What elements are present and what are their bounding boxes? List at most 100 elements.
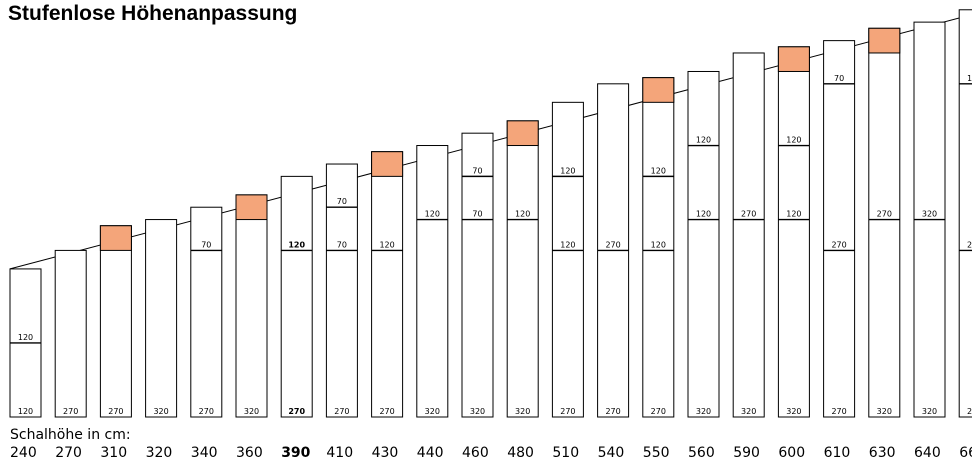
formwork-column: 270 310 <box>99 225 132 461</box>
formwork-height-label: 660 <box>959 445 972 461</box>
formwork-height-label: 540 <box>598 445 625 461</box>
panel-height-label: 270 <box>199 407 214 416</box>
column-outline <box>777 46 810 418</box>
panel-height-label: 270 <box>651 407 666 416</box>
panel-height-label: 270 <box>605 407 620 416</box>
column-outline <box>145 219 178 418</box>
panel-height-label: 120 <box>515 210 530 219</box>
formwork-column: 320 320 <box>145 219 178 461</box>
panel-height-label: 120 <box>18 407 33 416</box>
formwork-column: 320 120 440 <box>416 145 449 461</box>
panel-height-label: 120 <box>288 240 305 249</box>
column-outline <box>190 206 223 418</box>
column-outline <box>99 225 132 418</box>
panel-height-label: 120 <box>651 240 666 249</box>
formwork-column: 320 70 70 460 <box>461 132 494 461</box>
formwork-column: 270 270 <box>54 249 87 461</box>
column-outline <box>732 52 765 418</box>
formwork-height-label: 340 <box>191 445 218 461</box>
height-adjust-zone <box>868 27 901 54</box>
panel-height-label: 70 <box>201 240 211 249</box>
panel-height-label: 270 <box>334 407 349 416</box>
formwork-height-label: 590 <box>733 445 760 461</box>
panel-height-label: 320 <box>470 407 485 416</box>
panel-height-label: 70 <box>472 210 482 219</box>
formwork-column: 270 270 120 660 <box>958 9 972 461</box>
column-outline <box>371 151 404 418</box>
panel-height-label: 120 <box>696 136 711 145</box>
panel-height-label: 320 <box>515 407 530 416</box>
panel-height-label: 270 <box>831 407 846 416</box>
column-outline <box>958 9 972 418</box>
height-adjust-zone <box>506 120 539 147</box>
formwork-column: 270 120 390 <box>280 175 313 461</box>
panel-height-label: 270 <box>379 407 394 416</box>
formwork-height-label: 550 <box>643 445 670 461</box>
formwork-column: 320 270 630 <box>868 27 901 461</box>
formwork-height-label: 270 <box>55 445 82 461</box>
panel-height-label: 270 <box>741 210 756 219</box>
formwork-column: 270 270 540 <box>597 83 630 461</box>
column-outline <box>235 194 268 418</box>
formwork-height-label: 630 <box>869 445 896 461</box>
formwork-column: 320 120 480 <box>506 120 539 461</box>
panel-height-label: 270 <box>63 407 78 416</box>
column-outline <box>868 27 901 418</box>
panel-height-label: 120 <box>786 210 801 219</box>
panel-height-label: 320 <box>244 407 259 416</box>
panel-height-label: 320 <box>696 407 711 416</box>
panel-height-label: 270 <box>560 407 575 416</box>
formwork-column: 270 70 340 <box>190 206 223 461</box>
formwork-column: 320 120 120 560 <box>687 70 720 461</box>
formwork-height-label: 510 <box>552 445 579 461</box>
formwork-column: 120 120 240 <box>9 268 42 461</box>
formwork-column: 270 270 70 610 <box>823 40 856 461</box>
formwork-column: 320 270 590 <box>732 52 765 461</box>
height-adjust-zone <box>235 194 268 221</box>
panel-height-label: 320 <box>922 407 937 416</box>
formwork-column: 320 360 <box>235 194 268 461</box>
panel-height-label: 120 <box>18 333 33 342</box>
formwork-height-label: 430 <box>372 445 399 461</box>
formwork-height-label: 640 <box>914 445 941 461</box>
formwork-height-label: 480 <box>507 445 534 461</box>
panel-height-label: 120 <box>425 210 440 219</box>
panel-height-label: 70 <box>337 240 347 249</box>
panel-height-label: 120 <box>786 136 801 145</box>
column-outline <box>642 77 675 418</box>
panel-height-label: 270 <box>108 407 123 416</box>
formwork-column: 320 120 120 600 <box>777 46 810 461</box>
height-adjust-zone <box>642 77 675 103</box>
panel-height-label: 70 <box>337 197 347 206</box>
column-outline <box>506 120 539 418</box>
panel-height-label: 320 <box>153 407 168 416</box>
height-adjust-zone <box>777 46 810 72</box>
column-outline <box>416 145 449 418</box>
column-outline <box>325 163 358 418</box>
panel-height-label: 120 <box>967 74 972 83</box>
formwork-height-label: 610 <box>824 445 851 461</box>
panel-height-label: 270 <box>831 240 846 249</box>
panel-height-label: 320 <box>786 407 801 416</box>
formwork-column: 270 120 120 550 <box>642 77 675 461</box>
formwork-height-label: 390 <box>281 445 310 461</box>
panel-height-label: 120 <box>379 240 394 249</box>
height-adjust-zone <box>99 225 132 251</box>
panel-height-label: 120 <box>560 240 575 249</box>
panel-height-label: 120 <box>651 166 666 175</box>
panel-height-label: 320 <box>741 407 756 416</box>
panel-height-label: 270 <box>605 240 620 249</box>
formwork-height-label: 410 <box>326 445 353 461</box>
panel-height-label: 320 <box>425 407 440 416</box>
formwork-height-label: 320 <box>146 445 173 461</box>
panel-height-label: 320 <box>922 210 937 219</box>
formwork-height-label: 240 <box>10 445 37 461</box>
formwork-column: 270 120 120 510 <box>551 101 584 461</box>
formwork-height-label: 440 <box>417 445 444 461</box>
panel-height-label: 270 <box>877 210 892 219</box>
panel-height-label: 70 <box>472 166 482 175</box>
panel-height-label: 270 <box>288 407 305 416</box>
panel-height-label: 320 <box>877 407 892 416</box>
formwork-column: 270 120 430 <box>371 151 404 461</box>
